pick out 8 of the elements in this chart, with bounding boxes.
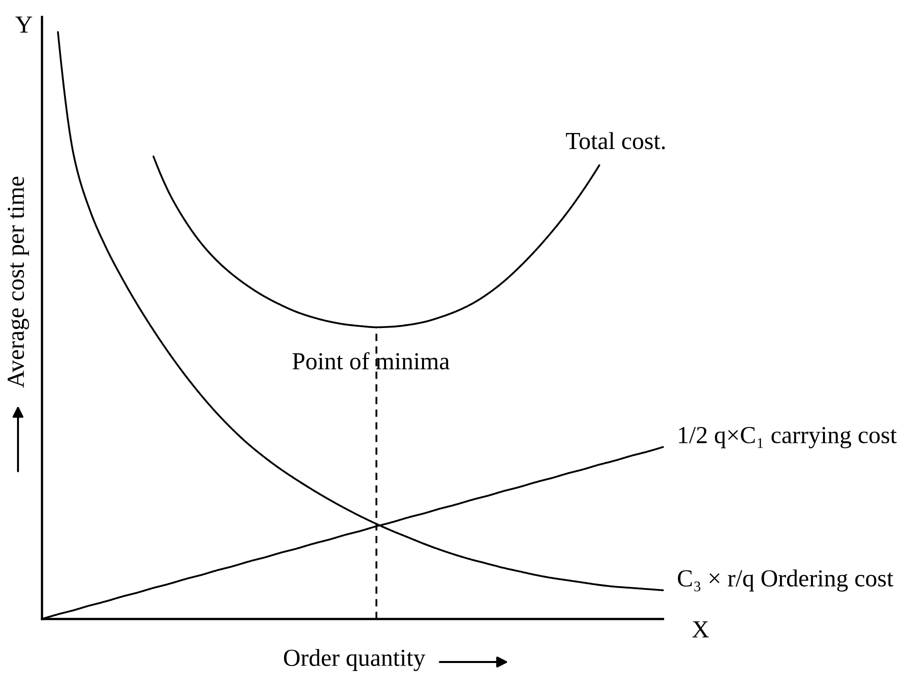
series-label: 1/2 q×C₁ carrying cost bbox=[679, 426, 897, 448]
x-axis-title: Order quantity bbox=[284, 648, 426, 672]
text: X bbox=[692, 621, 709, 638]
y-axis-title: Average cost per time bbox=[8, 176, 30, 388]
series-label: C₃ × r/q Ordering cost bbox=[678, 569, 894, 592]
series-label: Total cost. bbox=[566, 132, 665, 150]
annotation: Point of minima bbox=[292, 352, 450, 370]
text: Y bbox=[15, 16, 32, 33]
